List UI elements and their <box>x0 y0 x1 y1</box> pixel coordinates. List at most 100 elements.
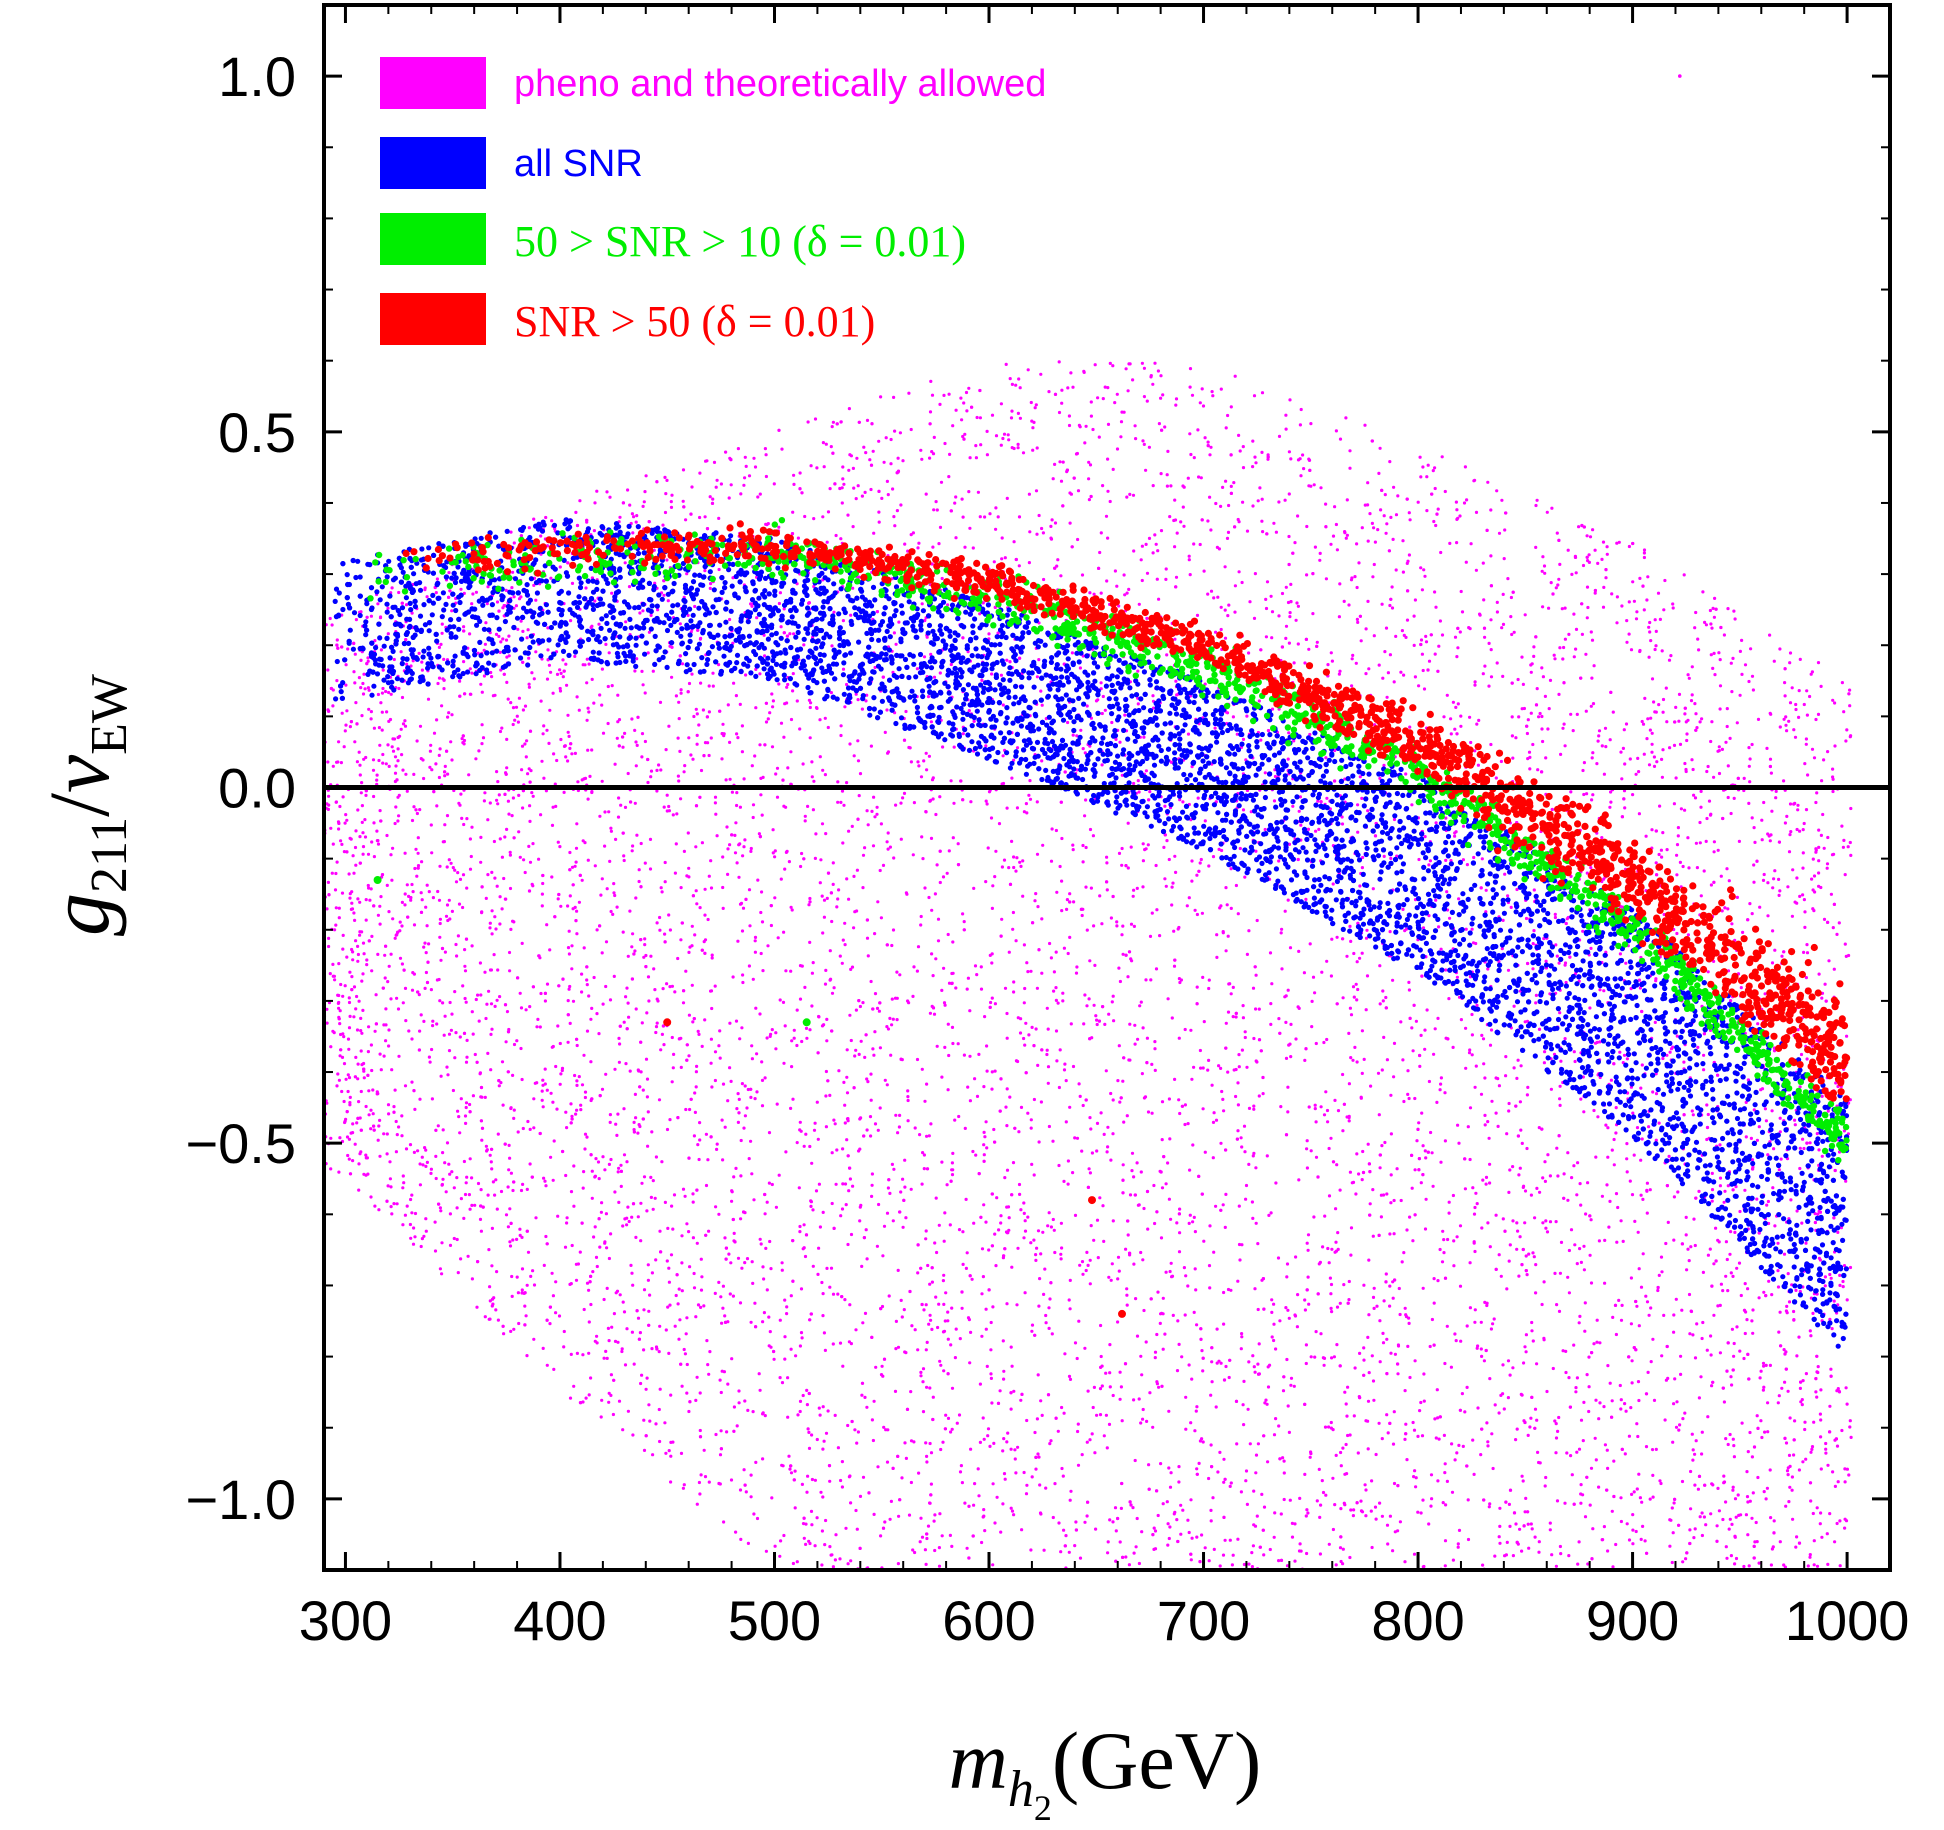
pheno-point <box>1489 648 1493 652</box>
pheno-point <box>1372 634 1376 638</box>
pheno-point <box>1733 1562 1737 1566</box>
pheno-point <box>1725 707 1729 711</box>
pheno-point <box>1230 1563 1234 1567</box>
pheno-point <box>1824 1441 1828 1446</box>
pheno-point <box>1495 661 1499 665</box>
pheno-point <box>1233 374 1237 378</box>
pheno-point <box>810 971 815 975</box>
pheno-point <box>707 684 711 688</box>
pheno-point <box>890 997 894 1001</box>
pheno-point <box>532 517 536 521</box>
pheno-point <box>941 1330 946 1334</box>
pheno-point <box>1303 1298 1307 1302</box>
pheno-point <box>1053 521 1058 525</box>
pheno-point <box>1360 1071 1364 1075</box>
pheno-point <box>776 936 780 940</box>
pheno-point <box>1542 564 1547 568</box>
pheno-point <box>667 1266 671 1270</box>
pheno-point <box>660 1160 664 1164</box>
pheno-point <box>649 769 654 773</box>
pheno-point <box>700 841 705 845</box>
pheno-point <box>750 1044 754 1048</box>
pheno-point <box>1736 1493 1740 1497</box>
pheno-point <box>659 886 663 890</box>
pheno-point <box>601 731 606 735</box>
pheno-point <box>1353 575 1357 579</box>
pheno-point <box>976 490 981 494</box>
pheno-point <box>519 1046 523 1051</box>
pheno-point <box>612 974 616 979</box>
pheno-point <box>1521 1479 1525 1483</box>
pheno-point <box>1119 1385 1123 1389</box>
pheno-point <box>1457 1528 1462 1532</box>
pheno-point <box>384 1039 388 1043</box>
pheno-point <box>916 945 921 949</box>
pheno-point <box>700 1275 704 1279</box>
pheno-point <box>1572 655 1576 659</box>
pheno-point <box>777 682 781 686</box>
pheno-point <box>1137 1561 1141 1566</box>
pheno-point <box>649 954 653 958</box>
pheno-point <box>1784 715 1788 719</box>
pheno-point <box>1664 686 1668 690</box>
pheno-point <box>1234 883 1238 888</box>
pheno-point <box>1262 1553 1266 1557</box>
pheno-point <box>1701 1270 1705 1274</box>
pheno-point <box>639 1201 643 1205</box>
pheno-point <box>1697 1189 1701 1193</box>
pheno-point <box>353 740 357 744</box>
pheno-point <box>1277 1017 1281 1021</box>
pheno-point <box>832 610 836 614</box>
pheno-point <box>1142 442 1146 446</box>
pheno-point <box>601 1155 605 1159</box>
pheno-point <box>895 1018 899 1022</box>
pheno-point <box>1654 861 1658 865</box>
pheno-point <box>709 886 714 890</box>
pheno-point <box>1822 917 1827 922</box>
pheno-point <box>665 1127 670 1132</box>
pheno-point <box>607 651 611 655</box>
pheno-point <box>1379 1215 1383 1219</box>
pheno-point <box>582 1170 586 1174</box>
pheno-point <box>1252 1104 1256 1108</box>
pheno-point <box>1026 1111 1030 1115</box>
pheno-point <box>1338 1546 1343 1550</box>
pheno-point <box>943 1003 947 1007</box>
pheno-point <box>1651 1337 1655 1341</box>
pheno-point <box>1212 1547 1216 1551</box>
pheno-point <box>1683 712 1687 716</box>
pheno-point <box>1254 973 1258 977</box>
pheno-point <box>1688 1528 1692 1532</box>
pheno-point <box>892 515 896 519</box>
pheno-point <box>1163 1332 1167 1336</box>
pheno-point <box>1141 885 1145 889</box>
pheno-point <box>746 1408 750 1412</box>
pheno-point <box>1805 951 1810 955</box>
pheno-point <box>1269 1002 1273 1006</box>
pheno-point <box>1654 1092 1659 1096</box>
pheno-point <box>1768 757 1773 761</box>
pheno-point <box>871 449 875 453</box>
pheno-point <box>695 712 699 716</box>
pheno-point <box>606 1326 611 1330</box>
pheno-point <box>1147 1463 1151 1467</box>
pheno-point <box>1090 1151 1094 1155</box>
pheno-point <box>875 812 879 816</box>
pheno-point <box>1025 1483 1029 1487</box>
pheno-point <box>608 859 612 864</box>
pheno-point <box>451 1088 455 1093</box>
pheno-point <box>892 1167 896 1171</box>
pheno-point <box>1640 719 1644 724</box>
pheno-point <box>1169 1471 1173 1475</box>
pheno-point <box>865 693 869 697</box>
pheno-point <box>956 1042 960 1046</box>
pheno-point <box>1037 1304 1041 1308</box>
pheno-point <box>400 1114 404 1118</box>
pheno-point <box>1415 1139 1419 1143</box>
pheno-point <box>798 1399 803 1403</box>
pheno-point <box>1106 1551 1110 1555</box>
pheno-point <box>1277 859 1281 863</box>
pheno-point <box>804 1026 809 1030</box>
pheno-point <box>1502 1407 1506 1411</box>
pheno-point <box>404 772 408 776</box>
